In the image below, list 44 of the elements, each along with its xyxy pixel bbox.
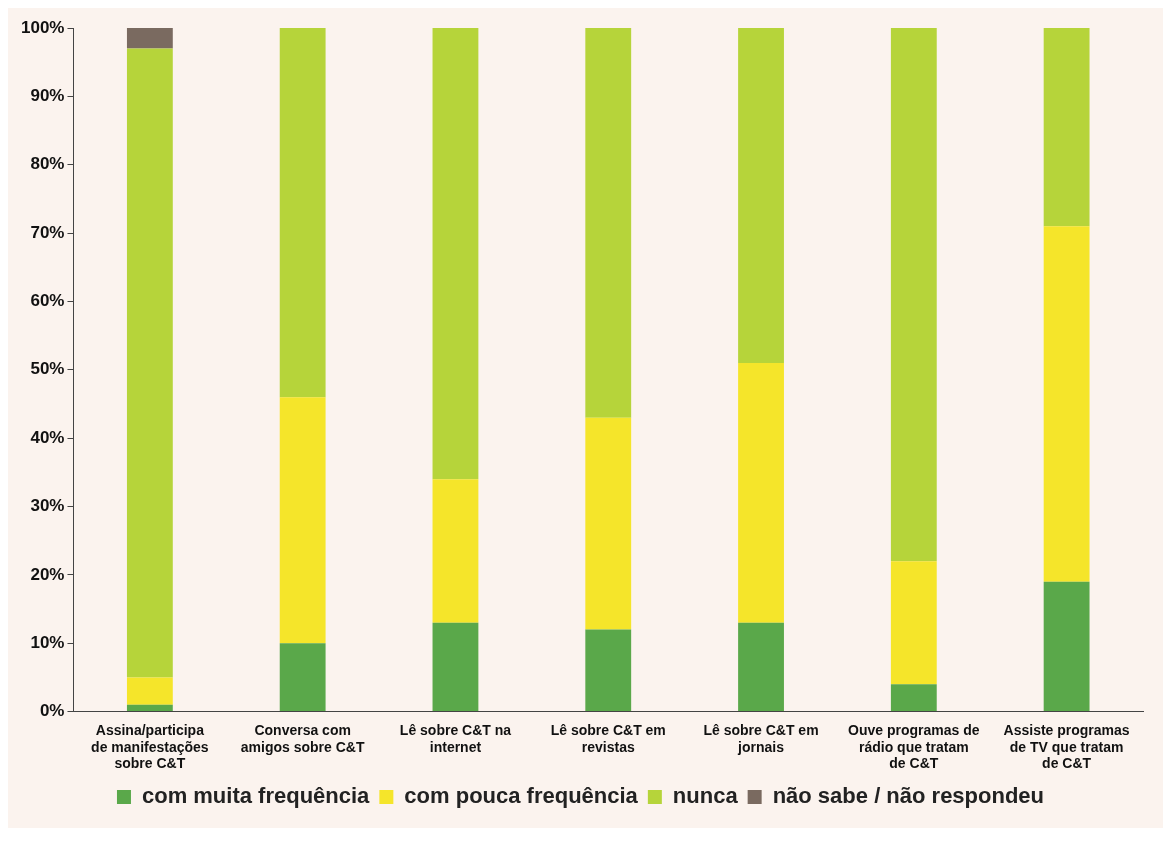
bar <box>585 629 632 712</box>
y-tick-label: 20% <box>30 564 65 584</box>
x-tick-label: Lê sobre C&T em jornais <box>703 721 819 755</box>
bar <box>1043 581 1090 712</box>
bar <box>126 677 173 705</box>
y-tick-label: 100% <box>21 17 65 37</box>
bar <box>738 362 784 623</box>
bar <box>126 704 173 712</box>
x-tick-label: Lê sobre C&T em revistas <box>550 721 666 755</box>
bar <box>432 479 479 623</box>
bar <box>432 28 479 480</box>
bar <box>279 397 326 644</box>
bar <box>738 622 784 712</box>
y-tick-label: 40% <box>30 427 65 447</box>
x-tick-label: Assiste programas de TV que tratam de C&T <box>1003 721 1130 772</box>
x-tick-label: Ouve programas de rádio que tratam de C&T <box>848 721 980 772</box>
bar <box>738 28 784 363</box>
bar <box>890 28 937 562</box>
bar <box>126 48 173 678</box>
y-tick-label: 90% <box>30 86 65 106</box>
x-tick-label: Lê sobre C&T na internet <box>399 721 512 755</box>
bar <box>1043 226 1090 582</box>
bar <box>585 28 632 418</box>
x-tick-label: Assina/participa de manifestações sobre C&T <box>91 721 209 772</box>
x-tick-label: Conversa com amigos sobre C&T <box>240 721 365 755</box>
bar <box>279 643 326 712</box>
y-tick-label: 50% <box>30 359 65 379</box>
y-tick-label: 70% <box>30 222 65 242</box>
y-tick-label: 60% <box>30 291 65 311</box>
legend-label: com muita frequência <box>141 783 371 809</box>
bar <box>1043 28 1090 227</box>
y-tick-label: 0% <box>39 701 65 721</box>
legend-label: nunca <box>672 783 739 809</box>
bar <box>890 561 937 685</box>
bar <box>585 417 632 630</box>
bar <box>126 28 173 49</box>
legend-label: não sabe / não respondeu <box>772 783 1045 809</box>
bar <box>279 28 326 398</box>
y-tick-label: 10% <box>30 632 65 652</box>
bar <box>432 622 479 712</box>
y-tick-label: 30% <box>30 496 65 516</box>
y-tick-label: 80% <box>30 154 65 174</box>
legend-label: com pouca frequência <box>404 783 639 809</box>
bar <box>890 684 937 712</box>
